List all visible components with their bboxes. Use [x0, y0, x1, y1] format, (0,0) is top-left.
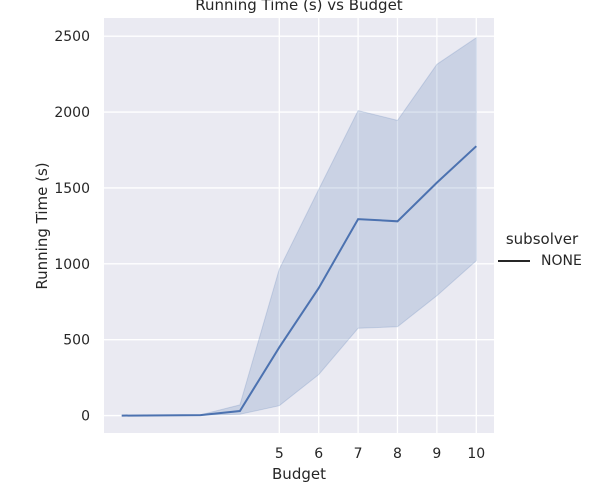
x-tick-label: 8: [393, 446, 402, 462]
y-tick-label: 1500: [54, 181, 90, 197]
legend-entry-none: NONE: [541, 253, 582, 269]
y-tick-label: 1000: [54, 257, 90, 273]
series-line-none: [121, 145, 477, 417]
y-tick-label: 2000: [54, 105, 90, 121]
confidence-band: [121, 36, 477, 417]
y-tick-label: 2500: [54, 29, 90, 45]
x-tick-label: 10: [467, 446, 485, 462]
legend: subsolver NONE: [498, 230, 582, 269]
plot-area: [104, 18, 494, 433]
y-axis-label: Running Time (s): [33, 162, 51, 289]
x-tick-label: 6: [314, 446, 323, 462]
x-tick-label: 9: [432, 446, 441, 462]
x-tick-labels: 5 6 7 8 9 10: [275, 446, 485, 462]
x-axis-label: Budget: [272, 465, 326, 483]
grid-lines: [104, 18, 494, 433]
legend-title: subsolver: [506, 230, 579, 248]
y-tick-label: 500: [63, 333, 90, 349]
x-tick-label: 5: [275, 446, 284, 462]
y-tick-labels: 0 500 1000 1500 2000 2500: [54, 29, 90, 424]
x-tick-label: 7: [354, 446, 363, 462]
chart-title: Running Time (s) vs Budget: [195, 0, 403, 14]
y-tick-label: 0: [81, 409, 90, 425]
